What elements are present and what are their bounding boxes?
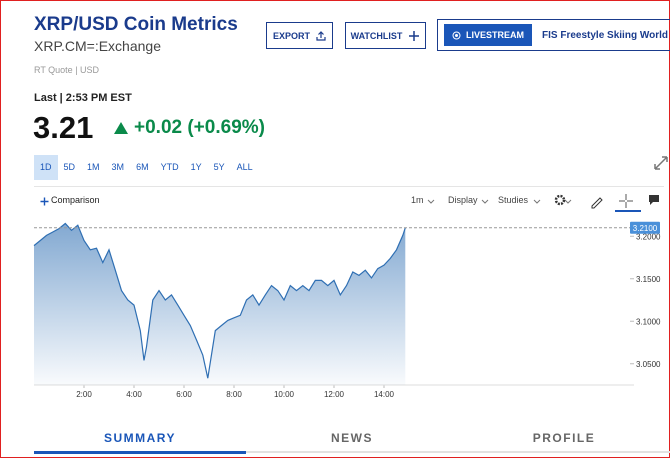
title: XRP/USD Coin Metrics bbox=[34, 14, 238, 35]
price: 3.21 bbox=[33, 110, 94, 145]
x-tick-label: 14:00 bbox=[374, 390, 395, 399]
y-tick-label: 3.0500 bbox=[636, 360, 661, 369]
studies[interactable]: Studies bbox=[498, 195, 529, 205]
y-tick-label: 3.2000 bbox=[636, 232, 661, 241]
dropdown-carets bbox=[427, 199, 572, 204]
range-tab[interactable]: 6M bbox=[136, 162, 149, 172]
x-tick-label: 2:00 bbox=[76, 390, 92, 399]
last-time: Last | 2:53 PM EST bbox=[34, 92, 132, 104]
up-arrow bbox=[114, 122, 128, 134]
watchlist-label: WATCHLIST bbox=[350, 30, 403, 41]
range-tab[interactable]: 5D bbox=[63, 162, 76, 172]
x-tick-label: 12:00 bbox=[324, 390, 345, 399]
range-tab[interactable]: 1M bbox=[87, 162, 100, 172]
y-tick-label: 3.1000 bbox=[636, 317, 661, 326]
tab[interactable]: PROFILE bbox=[458, 425, 670, 453]
watchlist-button[interactable]: WATCHLIST bbox=[345, 22, 426, 49]
export-label: EXPORT bbox=[272, 30, 310, 41]
interval[interactable]: 1m bbox=[411, 195, 424, 205]
symbol: XRP.CM=:Exchange bbox=[34, 38, 161, 54]
range-tab[interactable]: 1D bbox=[34, 155, 58, 180]
x-tick-label: 10:00 bbox=[274, 390, 295, 399]
livestream-box[interactable]: LIVESTREAM FIS Freestyle Skiing World Cu… bbox=[437, 19, 670, 51]
expand-icon[interactable] bbox=[653, 155, 669, 171]
last-price-box bbox=[630, 221, 660, 234]
bottom-tabs: SUMMARY NEWS PROFILE bbox=[34, 425, 670, 454]
display[interactable]: Display bbox=[448, 195, 478, 205]
range-tab[interactable]: 3M bbox=[111, 162, 125, 172]
range-tabs: 1D 5D 1M 3M 6M YTD 1Y 5Y ALL bbox=[34, 155, 259, 180]
range-tab[interactable]: 5Y bbox=[213, 162, 225, 172]
livestream-label: LIVESTREAM bbox=[466, 30, 525, 40]
plus-icon bbox=[40, 197, 49, 206]
quote-type: RT Quote | USD bbox=[34, 65, 100, 75]
y-tick-label: 3.1500 bbox=[636, 275, 661, 284]
price-change: +0.02 (+0.69%) bbox=[134, 117, 265, 138]
plus-icon bbox=[409, 30, 420, 41]
x-tick-label: 6:00 bbox=[176, 390, 192, 399]
tool-icons[interactable] bbox=[552, 192, 667, 214]
tab[interactable]: SUMMARY bbox=[34, 425, 246, 454]
live-icon bbox=[452, 31, 461, 39]
comparison[interactable]: Comparison bbox=[51, 195, 100, 205]
last-price-label: 3.2100 bbox=[633, 224, 658, 233]
export-button[interactable]: EXPORT bbox=[266, 22, 333, 49]
area bbox=[34, 223, 406, 385]
livestream-title: FIS Freestyle Skiing World Cup bbox=[542, 29, 670, 41]
x-tick-label: 8:00 bbox=[226, 390, 242, 399]
range-tab[interactable]: YTD bbox=[160, 162, 179, 172]
livestream-pill: LIVESTREAM bbox=[444, 24, 533, 46]
export-icon bbox=[316, 30, 326, 41]
chart: 3.0500 3.1000 3.1500 3.2000 2:00 4:00 6:00 8:00… bbox=[33, 221, 661, 399]
price-line bbox=[33, 222, 406, 379]
range-tab[interactable]: ALL bbox=[236, 162, 253, 172]
tab[interactable]: NEWS bbox=[246, 425, 458, 453]
x-tick-label: 4:00 bbox=[126, 390, 142, 399]
range-tab[interactable]: 1Y bbox=[190, 162, 202, 172]
divider bbox=[34, 186, 664, 187]
